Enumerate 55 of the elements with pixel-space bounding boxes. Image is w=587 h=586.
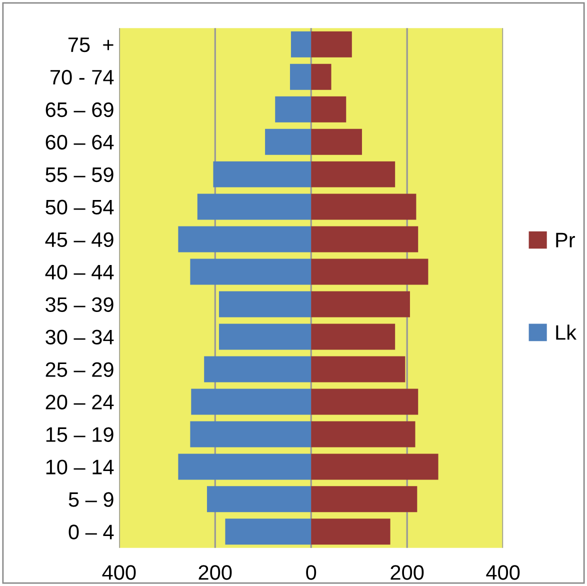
y-tick-label: 25 – 29 xyxy=(46,362,114,377)
bar xyxy=(311,31,352,58)
y-tick-label: 60 – 64 xyxy=(46,134,114,150)
bar xyxy=(311,258,428,285)
bar xyxy=(265,128,312,155)
bar xyxy=(178,226,312,252)
y-tick-label: 50 – 54 xyxy=(46,200,114,215)
bar xyxy=(311,226,418,252)
bar xyxy=(311,388,418,415)
y-tick-label: 45 – 49 xyxy=(45,232,114,248)
bar xyxy=(178,454,312,480)
bar xyxy=(311,128,362,155)
y-tick-label: 0 – 4 xyxy=(68,524,114,540)
bar xyxy=(311,96,346,122)
y-tick-label: 65 – 69 xyxy=(46,102,114,118)
bar xyxy=(311,454,438,480)
y-tick-label: 35 – 39 xyxy=(46,297,114,312)
y-tick-label: 5 – 9 xyxy=(68,492,114,507)
y-tick-label: 20 – 24 xyxy=(46,394,114,410)
bar xyxy=(204,356,312,382)
bar xyxy=(218,291,312,318)
bar xyxy=(311,421,416,448)
bar xyxy=(190,258,312,285)
bar xyxy=(311,64,332,90)
legend-label: Lk xyxy=(556,324,577,340)
y-tick-label: 15 – 19 xyxy=(46,427,114,442)
bar xyxy=(311,161,396,188)
bar xyxy=(191,388,312,415)
y-tick-label: 55 – 59 xyxy=(46,167,114,182)
bar xyxy=(311,486,418,512)
x-tick-label: 400 xyxy=(486,565,520,580)
bar xyxy=(275,96,312,122)
x-tick-label: 400 xyxy=(102,565,136,580)
bar xyxy=(290,31,312,58)
bar xyxy=(290,64,312,90)
x-tick-label: 0 xyxy=(306,565,316,580)
bar xyxy=(311,194,416,220)
y-tick-label: 40 – 44 xyxy=(45,264,114,280)
y-tick-label: 30 – 34 xyxy=(46,330,114,344)
y-tick-label: 75 + xyxy=(68,38,114,52)
bar xyxy=(213,161,312,188)
bar xyxy=(190,421,312,448)
x-tick-label: 200 xyxy=(390,565,424,580)
legend-label: Pr xyxy=(556,232,575,248)
x-tick-label: 200 xyxy=(198,565,232,580)
y-tick-label: 70 - 74 xyxy=(50,70,114,85)
bar xyxy=(311,291,410,318)
bar xyxy=(218,324,312,350)
bar xyxy=(311,518,390,545)
bar xyxy=(197,194,312,220)
bar xyxy=(206,486,312,512)
bar xyxy=(311,324,396,350)
bar xyxy=(225,518,312,545)
y-tick-label: 10 – 14 xyxy=(46,460,114,474)
bar xyxy=(311,356,406,382)
